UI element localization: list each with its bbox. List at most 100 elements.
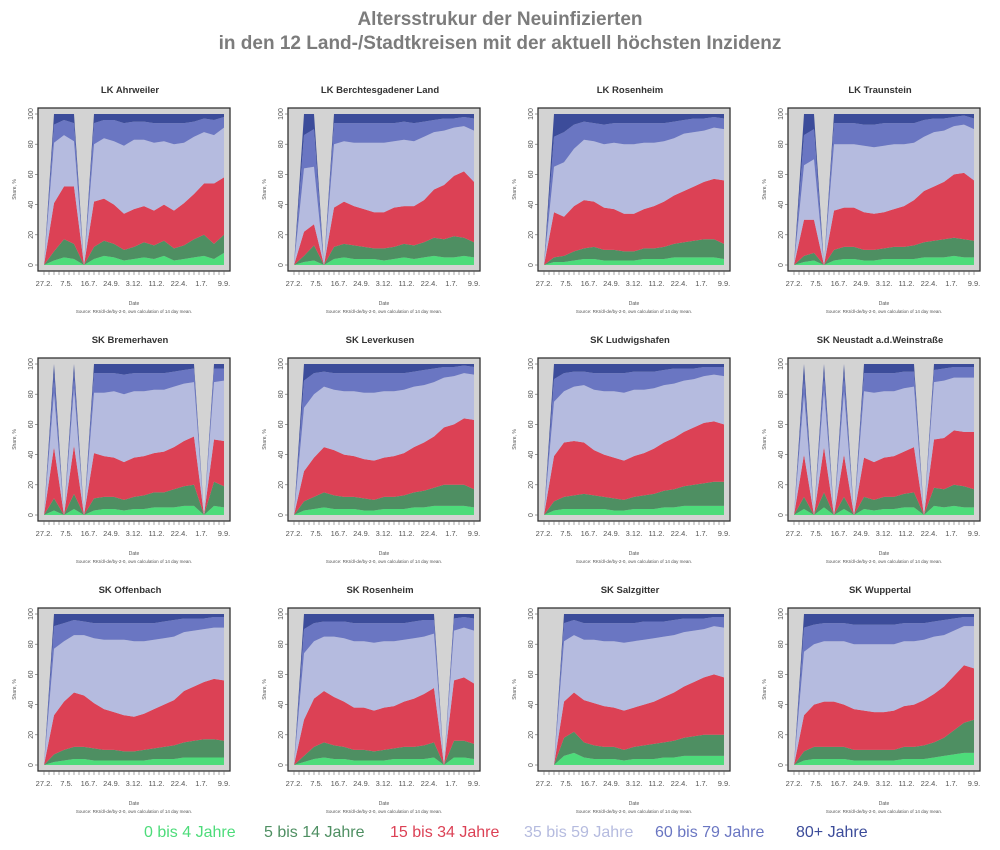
x-tick-label: 3.12.	[876, 279, 893, 288]
y-axis-label: Share, %	[12, 679, 18, 700]
x-tick-label: 1.7.	[445, 779, 458, 788]
x-tick-label: 27.2.	[286, 529, 303, 538]
x-tick-label: 11.2.	[898, 779, 914, 788]
area-series	[44, 127, 224, 265]
panel-title: SK Leverkusen	[346, 335, 415, 346]
panel-title: LK Rosenheim	[597, 85, 664, 96]
x-tick-label: 3.12.	[876, 529, 893, 538]
x-tick-label: 9.9.	[218, 779, 231, 788]
x-tick-label: 9.9.	[968, 779, 981, 788]
x-tick-label: 3.12.	[876, 779, 893, 788]
panel-title: SK Salzgitter	[601, 585, 660, 596]
x-tick-label: 24.9.	[853, 279, 870, 288]
x-tick-label: 27.2.	[286, 779, 303, 788]
x-tick-label: 9.9.	[468, 529, 481, 538]
x-tick-label: 11.2.	[398, 779, 414, 788]
x-tick-label: 22.4.	[671, 779, 688, 788]
y-tick-label: 80	[278, 390, 285, 398]
y-axis-label: Share, %	[762, 429, 768, 450]
x-tick-label: 24.9.	[103, 779, 120, 788]
y-tick-label: 40	[778, 701, 785, 709]
x-tick-label: 16.7.	[831, 529, 848, 538]
panel: LK Traunstein 0 20 40 60 80 100 Share, % 27.2. 7.…	[762, 85, 981, 314]
area-series	[794, 114, 974, 265]
x-axis-label: Date	[879, 551, 890, 557]
panel-title: SK Bremerhaven	[92, 335, 169, 346]
panel-title: LK Ahrweiler	[101, 85, 160, 96]
panel-title: SK Rosenheim	[346, 585, 413, 596]
area-series	[294, 373, 474, 515]
x-tick-label: 27.2.	[36, 529, 53, 538]
x-tick-label: 7.5.	[310, 529, 323, 538]
y-tick-label: 60	[528, 670, 535, 678]
y-tick-label: 0	[28, 763, 35, 767]
area-series	[794, 665, 974, 765]
x-axis-label: Date	[879, 801, 890, 807]
x-axis-label: Date	[629, 801, 640, 807]
area-series	[44, 252, 224, 265]
y-tick-label: 20	[28, 231, 35, 239]
area-series	[294, 126, 474, 265]
source-note: Source: RKI/dl-de/by-2-0, own calculatio…	[76, 559, 192, 564]
y-tick-label: 0	[778, 513, 785, 517]
y-tick-label: 20	[528, 231, 535, 239]
y-tick-label: 60	[528, 170, 535, 178]
y-tick-label: 60	[528, 420, 535, 428]
y-tick-label: 20	[278, 731, 285, 739]
y-tick-label: 100	[528, 358, 535, 370]
y-tick-label: 100	[278, 358, 285, 370]
area-series	[294, 484, 474, 515]
y-tick-label: 20	[778, 731, 785, 739]
x-tick-label: 1.7.	[195, 779, 208, 788]
y-tick-label: 20	[278, 481, 285, 489]
area-series	[44, 505, 224, 515]
area-series	[544, 239, 724, 265]
source-note: Source: RKI/dl-de/by-2-0, own calculatio…	[76, 309, 192, 314]
x-tick-label: 1.7.	[445, 279, 458, 288]
x-axis-label: Date	[129, 551, 140, 557]
area-series	[294, 418, 474, 515]
area-series	[794, 377, 974, 515]
x-tick-label: 22.4.	[921, 279, 938, 288]
x-tick-label: 11.2.	[398, 279, 414, 288]
x-tick-label: 11.2.	[648, 779, 664, 788]
y-tick-label: 0	[778, 763, 785, 767]
x-tick-label: 11.2.	[898, 529, 914, 538]
x-tick-label: 7.5.	[560, 279, 573, 288]
x-tick-label: 24.9.	[603, 279, 620, 288]
area-series	[544, 421, 724, 515]
y-tick-label: 0	[278, 263, 285, 267]
y-tick-label: 80	[278, 640, 285, 648]
legend-item-80-plus: 80+ Jahre	[796, 824, 868, 841]
y-tick-label: 100	[778, 608, 785, 620]
y-tick-label: 40	[778, 451, 785, 459]
area-series	[544, 505, 724, 515]
x-tick-label: 27.2.	[536, 279, 553, 288]
area-series	[794, 505, 974, 515]
y-tick-label: 0	[278, 763, 285, 767]
x-tick-label: 22.4.	[421, 779, 438, 788]
y-tick-label: 40	[528, 201, 535, 209]
x-tick-label: 3.12.	[626, 779, 643, 788]
y-axis-label: Share, %	[262, 429, 268, 450]
x-tick-label: 9.9.	[718, 779, 731, 788]
area-series	[294, 255, 474, 265]
source-note: Source: RKI/dl-de/by-2-0, own calculatio…	[326, 559, 442, 564]
panel: SK Rosenheim 0 20 40 60 80 100 Share, % 27.2. 7.5…	[262, 585, 481, 814]
panel-title: LK Traunstein	[848, 85, 912, 96]
x-tick-label: 24.9.	[103, 279, 120, 288]
x-tick-label: 7.5.	[60, 279, 73, 288]
area-series	[544, 114, 724, 265]
x-tick-label: 16.7.	[81, 529, 98, 538]
x-tick-label: 16.7.	[81, 779, 98, 788]
area-series	[294, 236, 474, 265]
y-tick-label: 80	[778, 390, 785, 398]
area-series	[794, 124, 974, 265]
panel: SK Offenbach 0 20 40 60 80 100 Share, % 27.2. 7.5…	[12, 585, 231, 814]
area-series	[544, 127, 724, 265]
x-tick-label: 22.4.	[921, 779, 938, 788]
x-tick-label: 9.9.	[218, 279, 231, 288]
area-series	[44, 436, 224, 515]
x-tick-label: 22.4.	[421, 279, 438, 288]
